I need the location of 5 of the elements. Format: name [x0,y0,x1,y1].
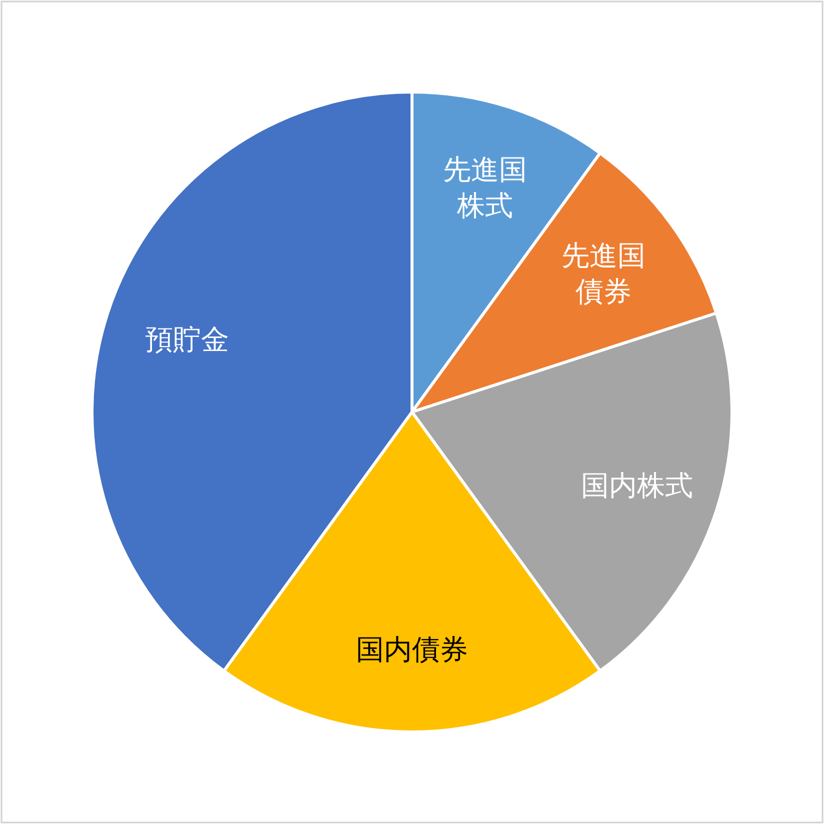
slice-label: 預貯金 [144,322,229,356]
slice-label: 国内債券 [356,632,468,666]
slice-label: 国内株式 [581,469,694,502]
slice-label: 先進国債券 [562,238,646,308]
slice-label: 先進国株式 [443,152,528,222]
